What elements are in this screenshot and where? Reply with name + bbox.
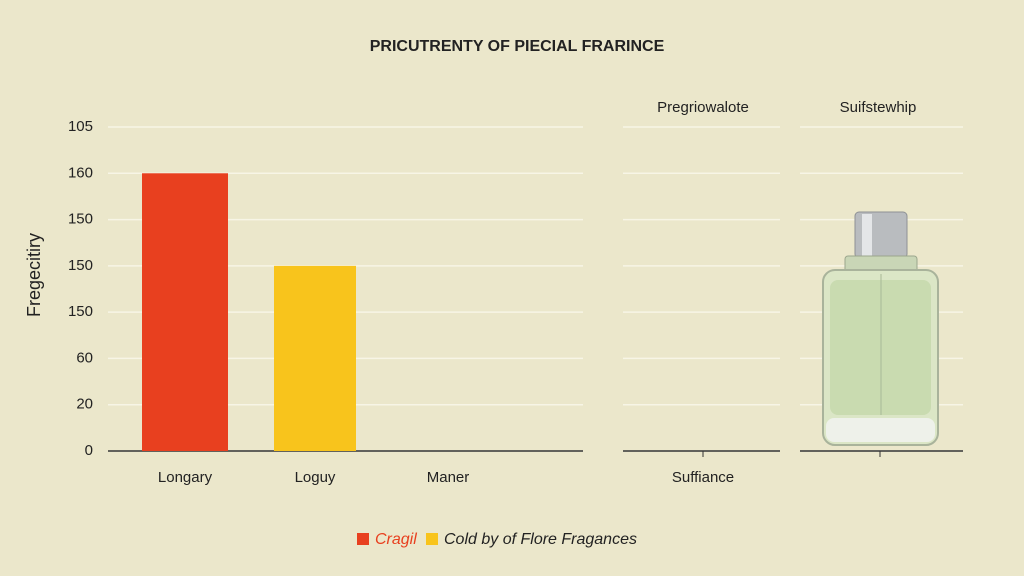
y-tick-label: 20 <box>76 396 93 413</box>
legend-swatch <box>357 533 369 545</box>
panel-title: Suifstewhip <box>840 99 917 116</box>
legend-swatch <box>426 533 438 545</box>
panel-title: Pregriowalote <box>657 99 749 116</box>
x-tick-label: Longary <box>158 469 213 486</box>
bar <box>142 173 228 452</box>
y-axis-label: Fregecitiry <box>24 233 44 317</box>
y-tick-label: 150 <box>68 257 93 274</box>
chart-title: PRICUTRENTY OF PIECIAL FRARINCE <box>370 38 665 55</box>
legend-label: Cragil <box>375 531 417 548</box>
x-tick-label: Loguy <box>295 469 336 486</box>
y-tick-label: 150 <box>68 303 93 320</box>
bar <box>274 265 356 451</box>
y-tick-label: 105 <box>68 118 93 135</box>
y-tick-label: 0 <box>85 442 93 459</box>
y-tick-label: 160 <box>68 164 93 181</box>
perfume-bottle <box>822 211 939 446</box>
x-tick-label: Maner <box>427 469 470 486</box>
y-tick-label: 60 <box>76 349 93 366</box>
y-tick-label: 150 <box>68 211 93 228</box>
legend-label: Cold by of Flore Fragances <box>444 531 637 548</box>
x-tick-label: Suffiance <box>672 469 734 486</box>
